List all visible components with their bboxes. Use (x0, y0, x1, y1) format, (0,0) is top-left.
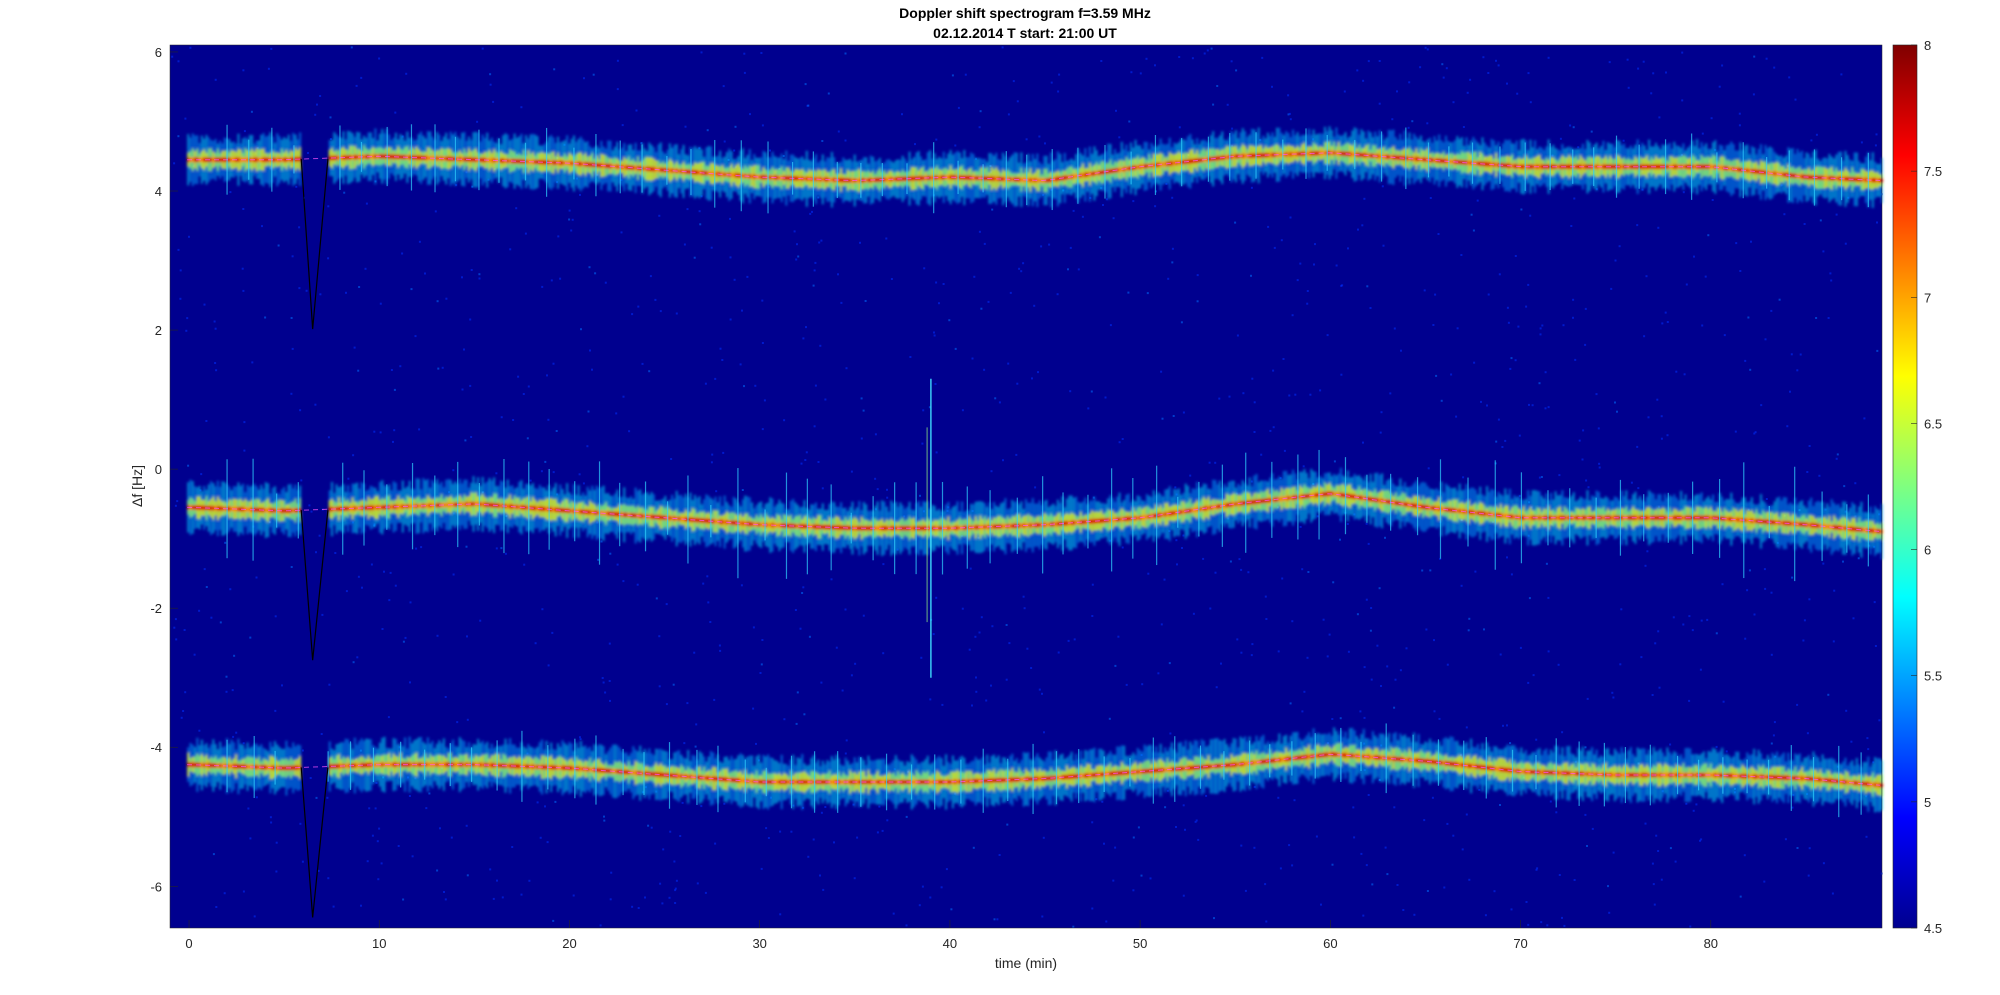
colorbar-tick-label: 6 (1924, 543, 1931, 558)
y-tick-label: -4 (150, 740, 162, 755)
colorbar-tick-label: 7.5 (1924, 164, 1942, 179)
colorbar-tick-label: 5 (1924, 795, 1931, 810)
x-tick-label: 10 (372, 936, 386, 951)
y-tick-label: 2 (155, 323, 162, 338)
x-tick-label: 50 (1133, 936, 1147, 951)
x-axis: 0 10 20 30 40 50 60 70 80 (185, 920, 1718, 951)
plot-frame (169, 44, 1883, 929)
chart-subtitle: 02.12.2014 T start: 21:00 UT (933, 25, 1117, 41)
doppler-trace-upper (187, 124, 1884, 214)
colorbar-ticks: 8 7.5 7 6.5 6 5.5 5 4.5 (1911, 38, 1942, 936)
doppler-trace-lower (187, 723, 1884, 818)
colorbar-tick-label: 8 (1924, 38, 1931, 53)
x-tick-label: 80 (1704, 936, 1718, 951)
doppler-trace-middle (187, 449, 1884, 582)
x-tick-label: 40 (943, 936, 957, 951)
y-axis: 6 4 2 0 -2 -4 -6 (150, 45, 178, 894)
data-gap-marker (300, 159, 329, 330)
chart-title: Doppler shift spectrogram f=3.59 MHz (899, 5, 1151, 21)
x-tick-label: 30 (752, 936, 766, 951)
data-gap-marker (300, 510, 329, 661)
y-tick-label: -6 (150, 879, 162, 894)
x-axis-label: time (min) (995, 955, 1057, 971)
interference-spike (926, 378, 932, 678)
colorbar-tick-label: 4.5 (1924, 921, 1942, 936)
y-tick-label: 6 (155, 45, 162, 60)
colorbar-tick-label: 5.5 (1924, 669, 1942, 684)
x-tick-label: 0 (185, 936, 192, 951)
data-gap-marker (300, 767, 329, 918)
x-tick-label: 20 (562, 936, 576, 951)
colorbar (1892, 44, 1918, 929)
y-tick-label: 4 (155, 184, 162, 199)
y-axis-label: Δf [Hz] (129, 465, 145, 507)
colorbar-tick-label: 6.5 (1924, 416, 1942, 431)
x-tick-label: 60 (1323, 936, 1337, 951)
x-tick-label: 70 (1513, 936, 1527, 951)
y-tick-label: 0 (155, 462, 162, 477)
trace-layer (187, 124, 1884, 818)
colorbar-tick-label: 7 (1924, 290, 1931, 305)
y-tick-label: -2 (150, 601, 162, 616)
gap-layer (300, 159, 329, 918)
